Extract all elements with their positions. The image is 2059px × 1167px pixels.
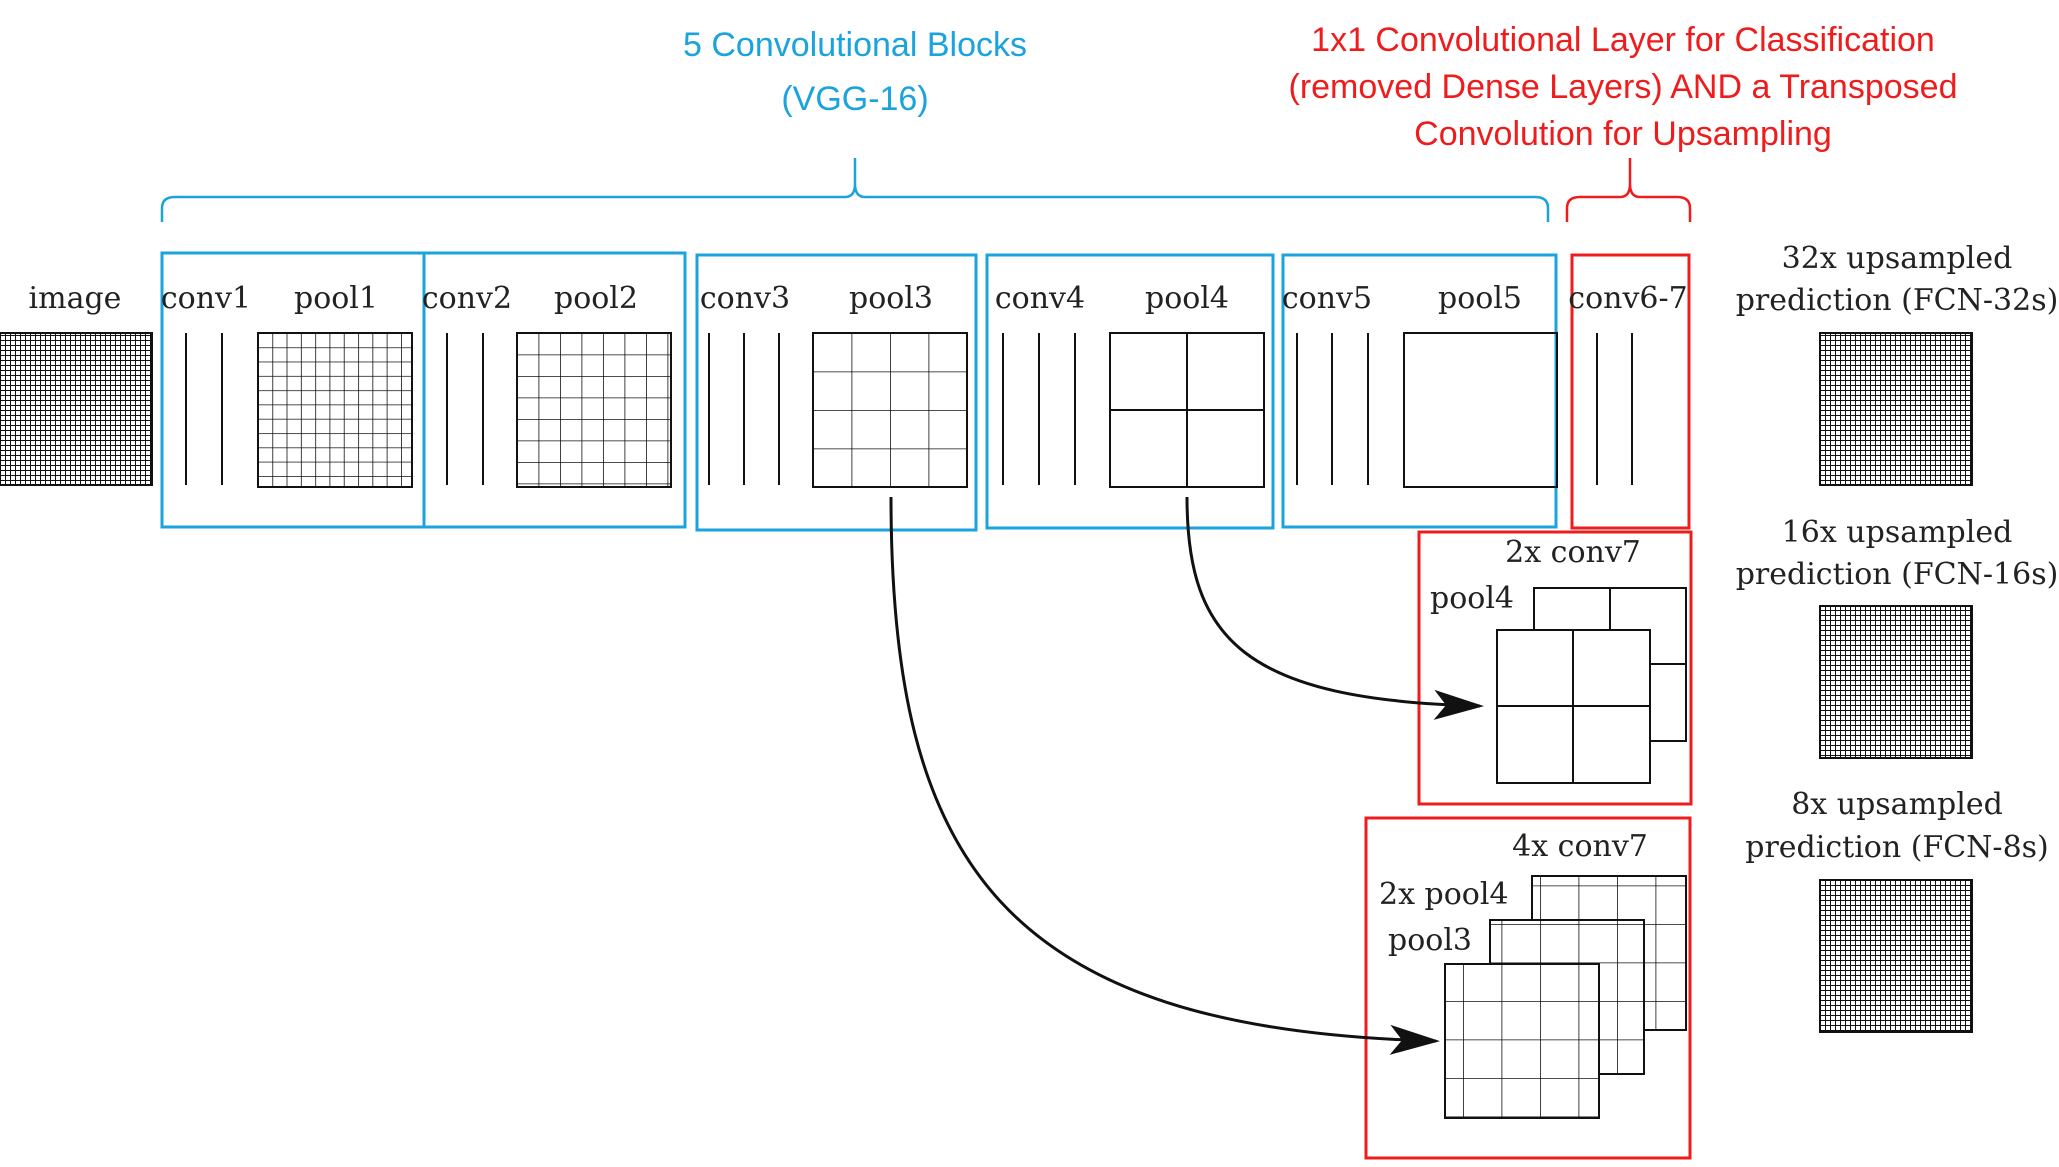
fcn32-label-line1: 32x upsampled bbox=[1782, 241, 2013, 276]
pool3-label: pool3 bbox=[849, 281, 933, 316]
pool4-skip-arrow bbox=[1185, 496, 1484, 720]
classification-header: 1x1 Convolutional Layer for Classificati… bbox=[1289, 21, 1958, 153]
classification-header-line2: (removed Dense Layers) AND a Transposed bbox=[1289, 68, 1958, 106]
pool1-feature-map bbox=[257, 332, 413, 488]
vgg-brace bbox=[160, 158, 1550, 222]
fcn32-prediction-map bbox=[1819, 332, 1973, 486]
fcn8-pool3-label: pool3 bbox=[1388, 923, 1472, 958]
pool5-feature-map bbox=[1403, 332, 1558, 488]
pool4-label: pool4 bbox=[1145, 281, 1229, 316]
conv6-7-label: conv6-7 bbox=[1568, 281, 1687, 316]
classification-header-line1: 1x1 Convolutional Layer for Classificati… bbox=[1311, 21, 1935, 59]
vgg-header-line2: (VGG-16) bbox=[781, 80, 928, 118]
fcn8-conv7-label: 4x conv7 bbox=[1512, 829, 1648, 864]
fcn16-conv7-label: 2x conv7 bbox=[1505, 535, 1641, 570]
fcn8-output-label-line2: prediction (FCN-8s) bbox=[1745, 830, 2049, 865]
fcn8-pool4-label: 2x pool4 bbox=[1379, 877, 1509, 912]
pool3-skip-arrow bbox=[889, 496, 1440, 1055]
pool3-feature-map bbox=[812, 332, 968, 488]
fcn8-output-label-line1: 8x upsampled bbox=[1791, 787, 2003, 822]
fcn8-pool3-map-grid bbox=[1444, 963, 1600, 1119]
fcn16-pool4-label: pool4 bbox=[1430, 581, 1514, 616]
fcn16-output-label-line1: 16x upsampled bbox=[1782, 515, 2013, 550]
pool2-feature-map bbox=[516, 332, 672, 488]
block-2-frame bbox=[422, 251, 687, 529]
conv6-7-frame bbox=[1570, 253, 1691, 530]
fcn32-label-line2: prediction (FCN-32s) bbox=[1736, 283, 2059, 318]
conv1-label: conv1 bbox=[161, 281, 251, 316]
conv5-label: conv5 bbox=[1282, 281, 1372, 316]
vgg-header-line1: 5 Convolutional Blocks bbox=[683, 26, 1027, 64]
conv3-label: conv3 bbox=[700, 281, 790, 316]
classification-brace bbox=[1565, 158, 1692, 222]
input-image-thumbnail bbox=[0, 332, 153, 486]
pool1-label: pool1 bbox=[294, 281, 378, 316]
fcn16-pool4-map bbox=[1496, 629, 1651, 784]
vgg-header: 5 Convolutional Blocks (VGG-16) bbox=[683, 26, 1027, 118]
block-4-frame bbox=[985, 253, 1275, 530]
conv2-label: conv2 bbox=[422, 281, 512, 316]
pool2-label: pool2 bbox=[554, 281, 638, 316]
fcn8-prediction-map bbox=[1819, 879, 1973, 1033]
fcn16-prediction-map bbox=[1819, 605, 1973, 759]
conv4-label: conv4 bbox=[995, 281, 1085, 316]
pool5-label: pool5 bbox=[1438, 281, 1522, 316]
block-3-frame bbox=[695, 253, 978, 532]
classification-header-line3: Convolution for Upsampling bbox=[1414, 115, 1832, 153]
fcn16-fusion-frame bbox=[1417, 530, 1693, 806]
image-label: image bbox=[29, 281, 122, 316]
fcn16-output-label-line2: prediction (FCN-16s) bbox=[1736, 557, 2059, 592]
fcn8-fusion-frame bbox=[1364, 816, 1692, 1160]
